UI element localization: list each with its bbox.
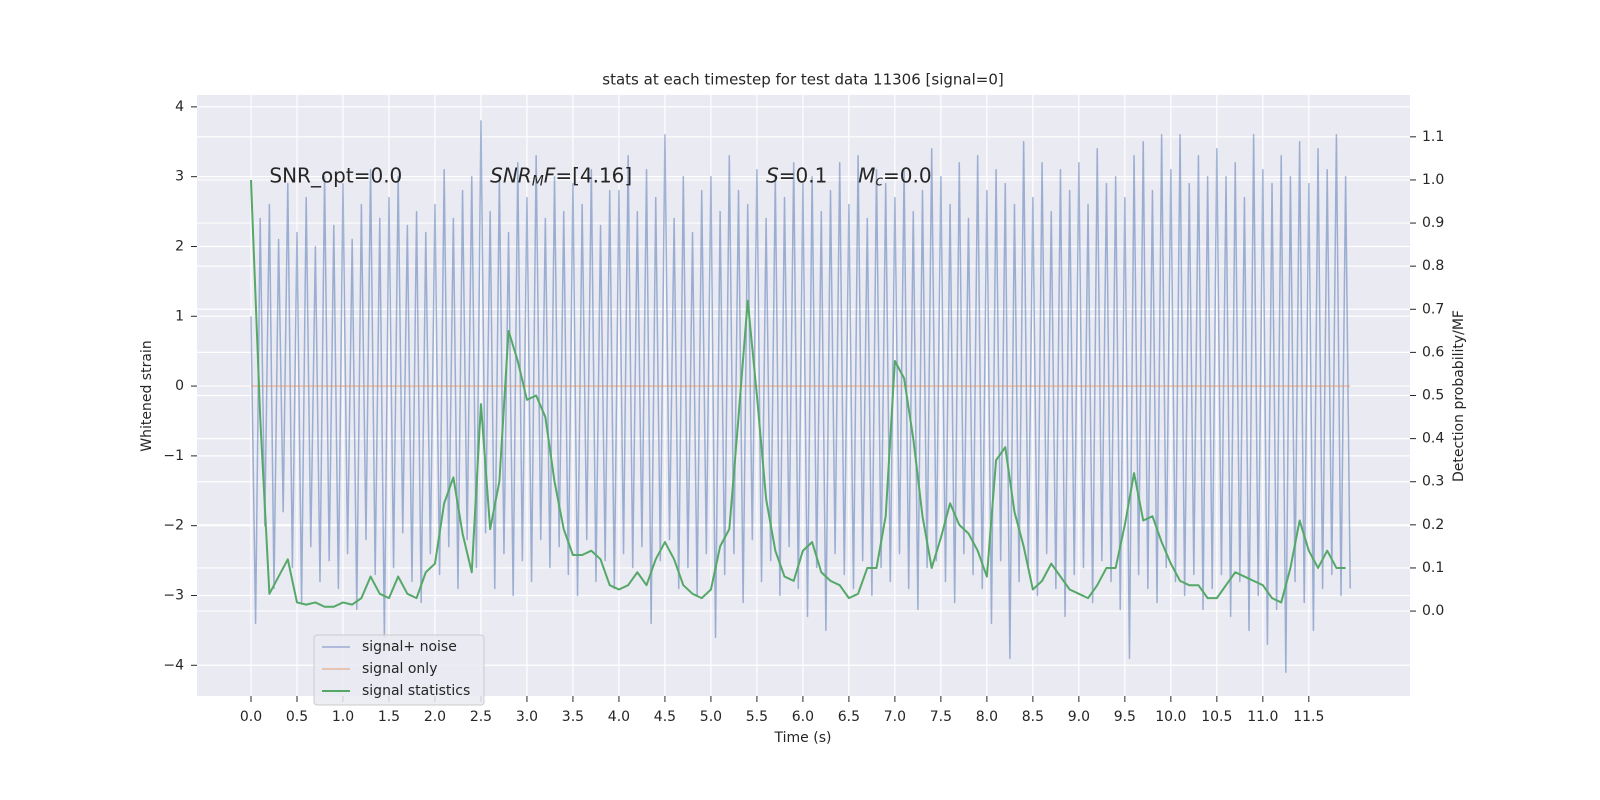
y2-tick-label: 0.6: [1422, 344, 1444, 360]
annotation-part: SNR: [490, 163, 532, 187]
x-tick-label: 8.0: [976, 709, 998, 725]
x-tick-label: 10.0: [1155, 709, 1186, 725]
annotation: SNR_opt=0.0: [269, 163, 402, 187]
x-tick-label: 7.5: [930, 709, 952, 725]
legend-label: signal+ noise: [362, 639, 457, 655]
chart-title: stats at each timestep for test data 113…: [602, 71, 1003, 89]
y-tick-label: 4: [175, 99, 184, 115]
y-tick-label: 3: [175, 169, 184, 185]
annotation-part: M: [532, 174, 544, 190]
x-tick-label: 8.5: [1022, 709, 1044, 725]
annotation-part: c: [875, 174, 883, 190]
x-tick-label: 2.0: [424, 709, 446, 725]
y2-tick-label: 0.8: [1422, 258, 1444, 274]
y-axis-label: Whitened strain: [139, 340, 155, 451]
x-tick-label: 1.5: [378, 709, 400, 725]
x-tick-label: 1.0: [332, 709, 354, 725]
y2-tick-label: 0.7: [1422, 301, 1444, 317]
y2-tick-label: 0.4: [1422, 431, 1444, 447]
x-tick-label: 4.5: [654, 709, 676, 725]
x-tick-label: 0.0: [240, 709, 262, 725]
y2-tick-label: 0.3: [1422, 474, 1444, 490]
y2-tick-label: 0.9: [1422, 215, 1444, 231]
y2-tick-label: 1.1: [1422, 129, 1444, 145]
annotation: S=0.1: [766, 163, 827, 187]
annotation: Mc=0.0: [858, 163, 932, 190]
y-tick-label: −2: [163, 518, 184, 534]
series-line: [249, 179, 1346, 608]
y2-tick-label: 0.2: [1422, 517, 1444, 533]
annotation-part: M: [858, 163, 875, 187]
annotation-part: S: [766, 163, 779, 187]
y-tick-label: −3: [163, 587, 184, 603]
x-tick-label: 2.5: [470, 709, 492, 725]
annotation-part: F: [544, 163, 556, 187]
x-tick-label: 11.5: [1293, 709, 1324, 725]
x-tick-label: 0.5: [286, 709, 308, 725]
x-tick-label: 9.5: [1114, 709, 1136, 725]
y2-tick-label: 0.5: [1422, 388, 1444, 404]
x-tick-label: 10.5: [1201, 709, 1232, 725]
annotation-part: SNR_opt=0.0: [269, 163, 402, 187]
y2-tick-label: 1.0: [1422, 172, 1444, 188]
y-tick-label: 2: [175, 238, 184, 254]
x-tick-label: 4.0: [608, 709, 630, 725]
y-tick-label: −1: [163, 448, 184, 464]
x-tick-label: 6.5: [838, 709, 860, 725]
annotation: SNRMF=[4.16]: [490, 163, 632, 190]
y2-axis-label: Detection probability/MF: [1451, 310, 1467, 482]
x-tick-label: 7.0: [884, 709, 906, 725]
x-tick-label: 5.5: [746, 709, 768, 725]
annotation-part: =0.1: [779, 163, 828, 187]
legend-label: signal statistics: [362, 683, 470, 699]
legend-box: [313, 634, 485, 706]
overlay: 0.0 0.5 1.0 1.5 2.0 2.5 3.0 3.5 4.0 4.5 5.0 5.5 6.0 6…: [163, 99, 1444, 725]
y2-tick-label: 0.0: [1422, 603, 1444, 619]
x-tick-label: 11.0: [1247, 709, 1278, 725]
y-tick-label: −4: [163, 657, 184, 673]
x-tick-label: 6.0: [792, 709, 814, 725]
legend-label: signal only: [362, 661, 437, 677]
x-tick-label: 3.0: [516, 709, 538, 725]
y-tick-label: 0: [175, 378, 184, 394]
x-tick-label: 3.5: [562, 709, 584, 725]
y-tick-label: 1: [175, 308, 184, 324]
x-tick-label: 5.0: [700, 709, 722, 725]
marks: [249, 120, 1351, 674]
annotation-part: =[4.16]: [555, 163, 632, 187]
y2-tick-label: 0.1: [1422, 560, 1444, 576]
annotation-part: =0.0: [883, 163, 932, 187]
x-tick-label: 9.0: [1068, 709, 1090, 725]
x-axis-label: Time (s): [774, 730, 832, 746]
